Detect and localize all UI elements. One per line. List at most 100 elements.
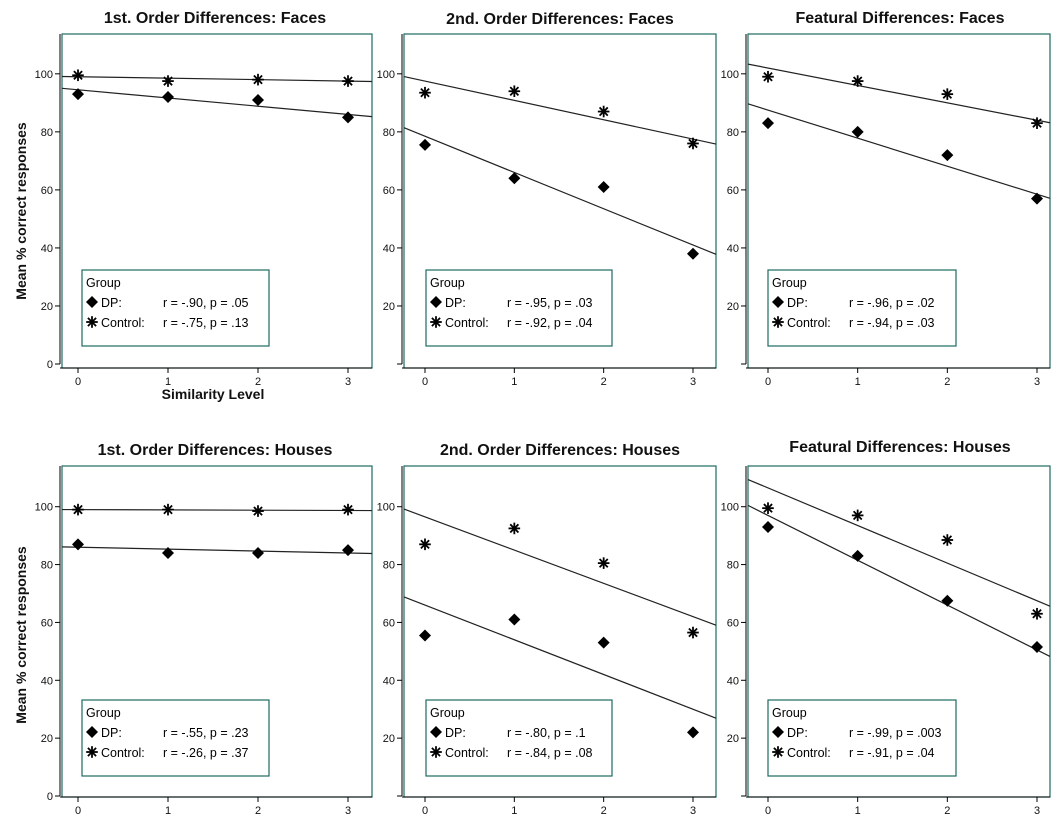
- chart-title: Featural Differences: Faces: [796, 10, 1005, 27]
- dp-point: [419, 629, 431, 642]
- control-legend-label: Control:: [445, 746, 489, 760]
- dp-point: [1031, 192, 1043, 205]
- legend-frame: [425, 269, 613, 347]
- dp-legend-stats: r = -.99, p = .003: [849, 726, 941, 740]
- dp-legend-stats: r = -.80, p = .1: [507, 726, 586, 740]
- y-tick-label: 20: [383, 301, 395, 313]
- dp-point: [597, 180, 610, 193]
- dp-legend-label: DP:: [787, 296, 808, 310]
- x-tick-label: 3: [690, 376, 696, 388]
- dp-legend-label: DP:: [101, 726, 122, 740]
- chart-title: 2nd. Order Differences: Faces: [446, 11, 674, 28]
- control-point: [72, 503, 84, 516]
- legend: Group DP: r = -.95, p = .03 Control: r = -.9…: [425, 269, 613, 347]
- control-legend-stats: r = -.94, p = .03: [849, 316, 935, 330]
- x-tick-label: 0: [75, 376, 81, 388]
- legend-frame: [81, 269, 270, 347]
- y-tick-label: 40: [383, 675, 395, 687]
- y-tick-label: 40: [41, 675, 53, 687]
- dp-point: [342, 544, 354, 557]
- dp-legend-label: DP:: [445, 296, 466, 310]
- y-tick-label: 80: [383, 127, 395, 139]
- y-tick-label: 0: [47, 791, 53, 803]
- panel-2: 2nd. Order Differences: Faces20406080100…: [377, 11, 717, 388]
- control-point: [1031, 117, 1043, 129]
- control-legend-label: Control:: [101, 746, 145, 760]
- x-tick-label: 1: [165, 805, 171, 814]
- x-tick-label: 2: [255, 376, 261, 388]
- dp-legend-stats: r = -.55, p = .23: [163, 726, 249, 740]
- x-tick-label: 3: [1034, 805, 1040, 814]
- dp-point: [252, 93, 264, 106]
- y-tick-label: 60: [41, 617, 53, 629]
- dp-point: [1031, 641, 1043, 654]
- control-legend-stats: r = -.75, p = .13: [163, 316, 249, 330]
- control-point: [252, 505, 264, 517]
- control-legend-label: Control:: [787, 746, 831, 760]
- legend-title: Group: [86, 706, 121, 720]
- legend: Group DP: r = -.96, p = .02 Control: r = -.9…: [767, 269, 957, 347]
- control-point: [597, 105, 610, 118]
- control-point: [508, 522, 521, 535]
- dp-legend-stats: r = -.90, p = .05: [163, 296, 249, 310]
- dp-point: [508, 172, 521, 185]
- control-point: [252, 73, 264, 86]
- control-point: [851, 509, 864, 522]
- legend-frame: [767, 699, 957, 777]
- y-tick-label: 100: [721, 69, 739, 81]
- y-tick-label: 100: [35, 69, 53, 81]
- dp-point: [851, 549, 864, 562]
- control-legend-marker: [430, 746, 442, 758]
- control-point: [851, 75, 864, 87]
- x-tick-label: 2: [601, 805, 607, 814]
- y-tick-label: 60: [383, 617, 395, 629]
- dp-legend-label: DP:: [101, 296, 122, 310]
- dp-legend-stats: r = -.96, p = .02: [849, 296, 935, 310]
- x-tick-label: 1: [855, 805, 861, 814]
- control-point: [687, 137, 699, 150]
- y-tick-label: 60: [41, 185, 53, 197]
- panel-1: 1st. Order Differences: Faces02040608010…: [35, 10, 373, 388]
- dp-legend-marker: [772, 296, 784, 308]
- dp-point: [508, 613, 521, 626]
- control-point: [419, 538, 431, 551]
- x-tick-label: 1: [855, 376, 861, 388]
- y-tick-label: 40: [383, 243, 395, 255]
- dp-point: [72, 538, 84, 551]
- panel-6: Featural Differences: Houses 20 40 60 80 100 0…: [721, 439, 1051, 814]
- control-fit-line: [403, 75, 717, 145]
- dp-legend-marker: [86, 726, 98, 738]
- dp-legend-marker: [430, 296, 442, 308]
- control-point: [941, 534, 954, 546]
- y-tick-label: 20: [41, 733, 53, 745]
- control-legend-label: Control:: [445, 316, 489, 330]
- dp-point: [941, 594, 954, 607]
- y-tick-label: 20: [727, 733, 739, 745]
- control-legend-marker: [86, 746, 98, 758]
- legend: Group DP: r = -.99, p = .003 Control: r = -.…: [767, 699, 957, 777]
- dp-point: [762, 520, 774, 533]
- y-tick-label: 60: [727, 617, 739, 629]
- y-tick-label: 80: [41, 127, 53, 139]
- x-tick-label: 2: [255, 805, 261, 814]
- dp-fit-line: [61, 546, 373, 555]
- control-legend-marker: [772, 746, 784, 758]
- control-legend-marker: [772, 316, 784, 328]
- control-legend-stats: r = -.84, p = .08: [507, 746, 593, 760]
- chart-title: 2nd. Order Differences: Houses: [440, 442, 680, 459]
- dp-fit-line: [747, 103, 1051, 199]
- x-tick-label: 1: [511, 376, 517, 388]
- y-axis-title-bottom: Mean % correct responses: [13, 546, 29, 724]
- dp-legend-marker: [430, 726, 442, 738]
- legend: Group DP: r = -.55, p = .23 Control: r = -.2…: [81, 699, 270, 777]
- dp-legend-marker: [772, 726, 784, 738]
- y-tick-label: 80: [383, 560, 395, 572]
- dp-point: [762, 117, 774, 130]
- x-axis-title: Similarity Level: [162, 386, 265, 402]
- x-tick-label: 0: [422, 376, 428, 388]
- control-point: [342, 503, 354, 516]
- x-tick-label: 3: [1034, 376, 1040, 388]
- legend-title: Group: [772, 276, 807, 290]
- legend-frame: [425, 699, 613, 777]
- panel-3: Featural Differences: Faces 20 40 60 80 100 0 1…: [721, 10, 1051, 388]
